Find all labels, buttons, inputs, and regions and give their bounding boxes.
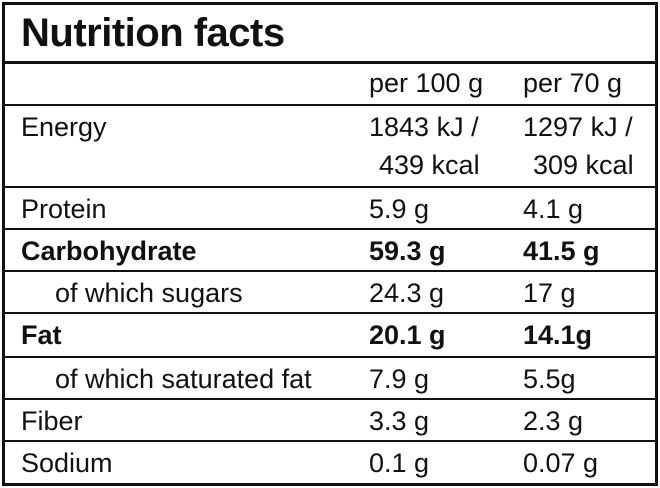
saturated-fat-per-70g: 5.5g [523, 364, 576, 394]
protein-per-100g: 5.9 g [369, 194, 430, 224]
energy-per-100g-kj: 1843 kJ / [369, 112, 479, 142]
saturated-fat-row: of which saturated fat 7.9 g 5.5g [5, 358, 655, 400]
column-header-per-70g: per 70 g [523, 68, 623, 98]
row-label-sodium: Sodium [21, 448, 113, 478]
sodium-per-100g: 0.1 g [369, 448, 430, 478]
sugars-per-100g: 24.3 g [369, 278, 445, 308]
carbohydrate-row: Carbohydrate 59.3 g 41.5 g [5, 230, 655, 272]
row-label-energy: Energy [21, 112, 107, 142]
fat-row: Fat 20.1 g 14.1g [5, 314, 655, 358]
energy-per-70g-kcal: 309 kcal [533, 150, 634, 180]
sugars-per-70g: 17 g [523, 278, 576, 308]
protein-row: Protein 5.9 g 4.1 g [5, 188, 655, 230]
column-header-per-100g: per 100 g [369, 68, 484, 98]
energy-per-100g-kcal: 439 kcal [379, 150, 480, 180]
row-label-sugars: of which sugars [55, 278, 243, 308]
header-row: per 100 g per 70 g [5, 64, 655, 106]
protein-per-70g: 4.1 g [523, 194, 584, 224]
fat-per-100g: 20.1 g [369, 320, 446, 350]
saturated-fat-per-100g: 7.9 g [369, 364, 430, 394]
fiber-per-100g: 3.3 g [369, 406, 430, 436]
title-bar: Nutrition facts [5, 5, 655, 64]
energy-per-70g-kj: 1297 kJ / [523, 112, 633, 142]
row-label-fiber: Fiber [21, 406, 83, 436]
carbohydrate-per-70g: 41.5 g [523, 236, 600, 266]
table-title: Nutrition facts [21, 11, 285, 55]
fiber-per-70g: 2.3 g [523, 406, 584, 436]
sugars-row: of which sugars 24.3 g 17 g [5, 272, 655, 314]
fat-per-70g: 14.1g [523, 320, 593, 350]
fiber-row: Fiber 3.3 g 2.3 g [5, 400, 655, 442]
carbohydrate-per-100g: 59.3 g [369, 236, 446, 266]
row-label-protein: Protein [21, 194, 107, 224]
row-label-carbohydrate: Carbohydrate [21, 236, 197, 266]
sodium-row: Sodium 0.1 g 0.07 g [5, 442, 655, 483]
energy-row: Energy 1843 kJ / 439 kcal 1297 kJ / 309 … [5, 106, 655, 188]
row-label-saturated-fat: of which saturated fat [55, 364, 312, 394]
row-label-fat: Fat [21, 320, 62, 350]
sodium-per-70g: 0.07 g [523, 448, 599, 478]
